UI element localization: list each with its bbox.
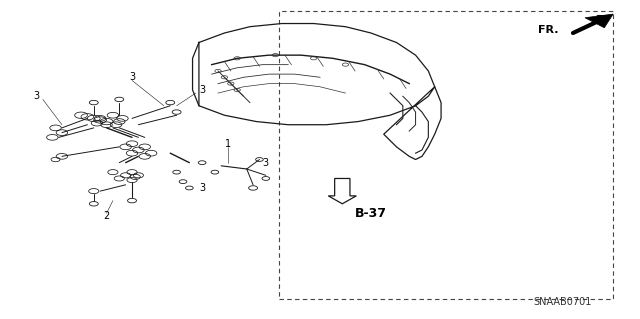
Text: B-37: B-37 xyxy=(355,207,387,220)
Text: 3: 3 xyxy=(129,72,135,82)
Text: FR.: FR. xyxy=(538,25,559,35)
Text: 3: 3 xyxy=(199,85,205,95)
Text: SNAAB0701: SNAAB0701 xyxy=(533,297,591,307)
Bar xyxy=(278,11,613,299)
Text: 2: 2 xyxy=(104,211,109,221)
Text: 1: 1 xyxy=(225,139,230,149)
Polygon shape xyxy=(585,14,613,28)
Polygon shape xyxy=(328,178,356,204)
Text: 3: 3 xyxy=(263,158,269,168)
Text: 3: 3 xyxy=(199,183,205,193)
Text: 3: 3 xyxy=(33,91,40,101)
